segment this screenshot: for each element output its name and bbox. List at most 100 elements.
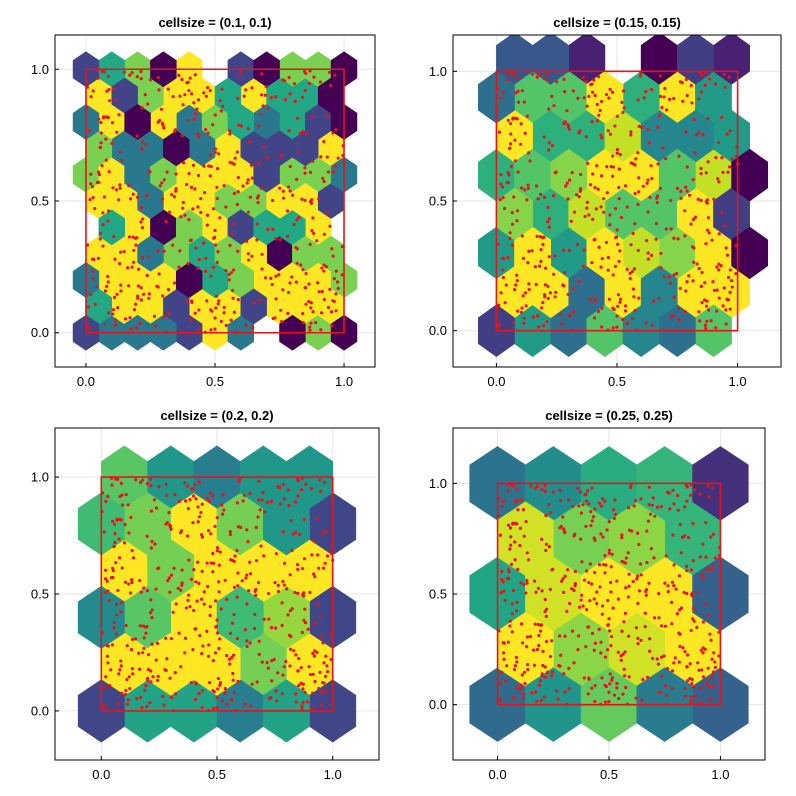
scatter-point [540,589,544,593]
scatter-point [536,586,541,590]
scatter-point [509,562,514,566]
scatter-point [173,128,177,132]
scatter-point [525,663,530,667]
scatter-point [122,249,126,254]
scatter-point [227,272,231,277]
scatter-point [542,324,546,328]
scatter-point [148,78,153,82]
scatter-point [669,198,673,203]
scatter-point [295,177,299,181]
scatter-point [300,630,304,635]
scatter-point [100,509,104,514]
unit-square-outline [100,476,334,712]
scatter-point [126,266,130,270]
scatter-point [157,272,161,276]
scatter-point [649,253,654,257]
scatter-point [591,515,596,519]
scatter-point [258,298,262,302]
scatter-point [281,530,285,534]
scatter-point [102,195,107,199]
scatter-point [278,237,282,242]
scatter-point [590,261,594,265]
scatter-point [236,249,240,253]
scatter-point [571,89,575,93]
scatter-point [543,292,547,297]
scatter-point [658,114,662,118]
scatter-point [180,568,184,572]
scatter-point [87,129,91,133]
scatter-point [629,133,633,137]
scatter-point [105,654,110,658]
scatter-point [105,284,109,288]
scatter-point [224,205,228,209]
scatter-point [222,184,226,188]
scatter-point [112,234,116,239]
scatter-point [579,537,583,541]
scatter-point [259,186,263,190]
scatter-point [167,210,172,214]
scatter-point [499,291,503,295]
scatter-point [522,321,526,325]
scatter-point [332,277,336,281]
scatter-point [607,297,611,301]
scatter-point [139,205,143,210]
scatter-point [676,508,680,512]
scatter-point [592,648,596,653]
scatter-point [107,311,111,315]
scatter-point [117,672,121,676]
scatter-point [213,524,217,528]
scatter-point [531,315,535,319]
scatter-point [512,667,516,672]
scatter-point [497,130,502,134]
scatter-point [533,265,537,269]
scatter-point [244,88,248,92]
scatter-point [298,532,302,536]
scatter-point [173,493,177,497]
scatter-point [537,325,541,329]
scatter-point [506,489,510,493]
scatter-point [323,529,328,533]
scatter-point [233,156,237,160]
scatter-point [509,483,514,487]
scatter-point [165,521,169,525]
scatter-point [594,207,598,211]
scatter-point [276,671,280,675]
scatter-point [110,483,114,487]
scatter-point [333,164,338,168]
scatter-point [607,629,612,633]
scatter-point [550,639,554,643]
scatter-point [115,292,119,296]
scatter-point [649,164,653,168]
scatter-point [304,272,308,276]
scatter-point [651,656,655,661]
scatter-point [583,214,587,219]
scatter-point [619,658,623,662]
scatter-point [187,88,191,93]
scatter-point [134,478,138,482]
scatter-point [727,75,731,79]
scatter-point [100,69,104,74]
scatter-point [544,548,548,553]
scatter-point [562,77,566,81]
scatter-point [647,141,651,145]
scatter-point [599,99,604,104]
scatter-point [704,304,709,308]
scatter-point [522,316,527,320]
scatter-point [508,547,512,551]
scatter-point [589,523,593,528]
scatter-point [311,310,315,314]
scatter-point [160,181,164,185]
scatter-point [247,589,251,593]
scatter-point [193,112,198,116]
scatter-point [212,561,216,565]
scatter-point [508,526,513,530]
scatter-point [273,581,277,585]
scatter-point [656,505,660,509]
scatter-point [698,319,702,323]
scatter-point [204,128,208,132]
scatter-point [232,691,236,695]
scatter-point [232,191,237,196]
scatter-point [223,686,227,691]
scatter-point [623,650,627,654]
scatter-point [313,622,317,626]
